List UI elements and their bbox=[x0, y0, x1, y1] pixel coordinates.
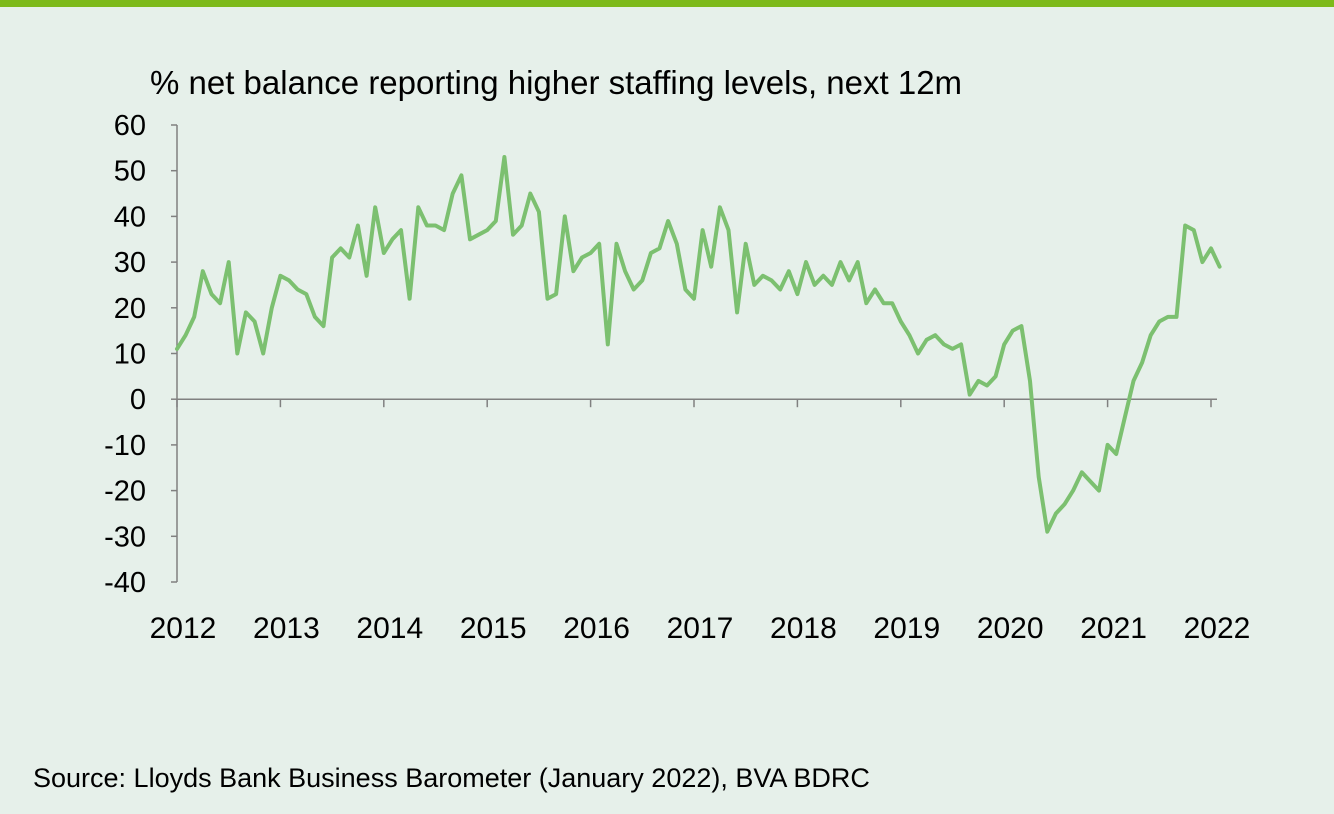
y-tick-label: 10 bbox=[114, 339, 146, 371]
x-axis-tick-labels: 2012 2013 2014 2015 2016 2017 2018 2019 2020 2021… bbox=[150, 612, 1251, 645]
x-tick-label: 2016 bbox=[563, 612, 630, 645]
y-tick-label: 20 bbox=[114, 293, 146, 325]
y-tick-label: 50 bbox=[114, 156, 146, 188]
x-tick-label: 2022 bbox=[1184, 612, 1251, 645]
x-tick-label: 2012 bbox=[150, 612, 217, 645]
staffing-balance-line bbox=[175, 155, 1222, 534]
y-axis-tick-labels: 60 50 40 30 20 10 0 -10 -20 -30 -40 bbox=[104, 110, 146, 599]
chart-series bbox=[175, 155, 1222, 534]
y-tick-label: -20 bbox=[104, 476, 146, 508]
x-tick-label: 2021 bbox=[1080, 612, 1147, 645]
x-tick-label: 2013 bbox=[253, 612, 320, 645]
y-tick-label: -40 bbox=[104, 567, 146, 599]
chart-axes bbox=[171, 124, 1217, 583]
top-accent-bar bbox=[0, 0, 1334, 7]
x-tick-label: 2017 bbox=[667, 612, 734, 645]
chart-title: % net balance reporting higher staffing … bbox=[150, 64, 963, 101]
y-tick-label: -30 bbox=[104, 521, 146, 553]
x-tick-label: 2020 bbox=[977, 612, 1044, 645]
y-tick-label: 60 bbox=[114, 110, 146, 142]
x-tick-label: 2018 bbox=[770, 612, 837, 645]
source-note: Source: Lloyds Bank Business Barometer (… bbox=[33, 763, 870, 793]
y-tick-label: 40 bbox=[114, 201, 146, 233]
y-tick-label: 0 bbox=[130, 384, 146, 416]
x-tick-label: 2014 bbox=[356, 612, 423, 645]
x-tick-label: 2015 bbox=[460, 612, 527, 645]
y-tick-label: 30 bbox=[114, 247, 146, 279]
y-tick-label: -10 bbox=[104, 430, 146, 462]
x-tick-label: 2019 bbox=[873, 612, 940, 645]
